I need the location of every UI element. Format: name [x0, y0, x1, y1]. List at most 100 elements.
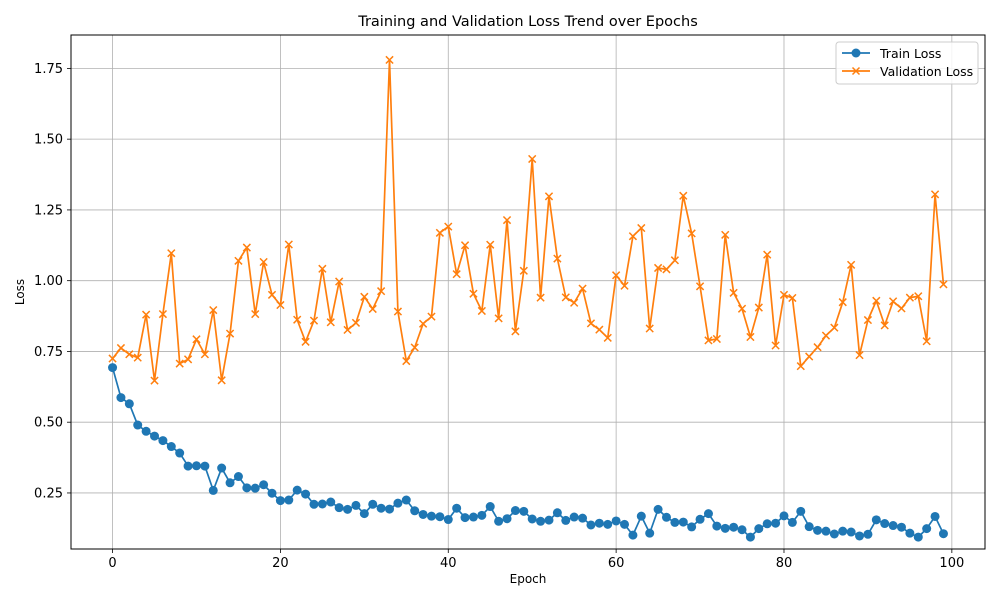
- validation-loss-line: [111, 59, 945, 382]
- validation-loss-point: [805, 352, 814, 361]
- validation-loss-point: [108, 354, 117, 363]
- x-tick-label: 0: [108, 556, 116, 571]
- validation-loss-point: [872, 296, 881, 305]
- validation-loss-point: [335, 277, 344, 286]
- train-loss-point: [477, 510, 487, 520]
- validation-loss-point: [905, 293, 915, 302]
- validation-loss-point: [418, 319, 428, 328]
- validation-loss-point: [326, 318, 335, 327]
- train-loss-point: [267, 488, 277, 498]
- validation-loss-point: [754, 303, 763, 312]
- train-loss-point: [578, 513, 588, 523]
- validation-loss-point: [368, 304, 377, 314]
- train-loss-point: [343, 504, 353, 514]
- validation-loss-point: [444, 222, 453, 231]
- train-loss-point: [813, 525, 823, 535]
- train-loss-point: [150, 431, 160, 441]
- train-loss-point: [275, 496, 285, 506]
- train-loss-point: [536, 516, 546, 526]
- train-loss-point: [896, 522, 906, 532]
- validation-loss-point: [695, 282, 705, 291]
- y-tick-label: 1.75: [34, 62, 63, 77]
- train-loss-point: [191, 461, 201, 471]
- train-loss-point: [334, 503, 344, 513]
- y-tick-label: 1.00: [34, 274, 63, 289]
- validation-loss-point: [200, 350, 209, 359]
- validation-loss-point: [914, 292, 923, 301]
- train-loss-point: [116, 393, 126, 403]
- validation-loss-point: [628, 232, 638, 241]
- train-loss-point: [376, 503, 386, 513]
- train-loss-point: [426, 511, 436, 521]
- plot-frame: [70, 34, 986, 550]
- validation-loss-series: [108, 55, 948, 385]
- train-loss-point: [712, 521, 722, 531]
- train-loss-point: [594, 518, 604, 528]
- train-loss-point: [871, 515, 881, 525]
- train-loss-point: [124, 399, 134, 409]
- train-loss-point: [217, 463, 227, 473]
- validation-loss-point: [897, 304, 906, 313]
- train-loss-point: [670, 517, 680, 527]
- train-loss-point: [569, 512, 579, 522]
- train-loss-point: [863, 529, 873, 539]
- y-tick-label: 0.75: [34, 345, 63, 360]
- train-loss-point: [502, 514, 512, 524]
- validation-loss-point: [746, 332, 755, 342]
- validation-loss-point: [595, 325, 604, 334]
- validation-loss-point: [477, 306, 486, 316]
- train-loss-point: [460, 513, 470, 523]
- train-loss-point: [443, 515, 453, 525]
- train-loss-point: [233, 472, 243, 482]
- x-tick-label: 80: [776, 556, 793, 571]
- train-loss-point: [435, 512, 445, 522]
- validation-loss-point: [670, 256, 680, 265]
- train-loss-point: [687, 522, 697, 532]
- train-loss-point: [695, 514, 705, 524]
- legend: Train Loss Validation Loss: [835, 41, 979, 85]
- x-tick-label: 100: [939, 556, 964, 571]
- train-loss-point: [133, 420, 143, 430]
- validation-loss-point: [259, 257, 268, 267]
- validation-loss-point: [847, 260, 856, 269]
- train-loss-point: [913, 532, 923, 542]
- legend-train-marker: [851, 48, 861, 58]
- train-loss-point: [821, 526, 831, 536]
- train-loss-point: [653, 504, 663, 514]
- train-loss-point: [636, 511, 646, 521]
- validation-loss-point: [276, 300, 285, 310]
- validation-loss-point: [637, 223, 646, 233]
- train-loss-point: [745, 532, 755, 542]
- train-loss-point: [393, 498, 403, 508]
- validation-loss-point: [922, 337, 931, 346]
- train-loss-series: [108, 363, 948, 542]
- validation-loss-point: [351, 318, 361, 327]
- validation-loss-point: [158, 309, 168, 319]
- validation-loss-point: [284, 240, 293, 249]
- validation-loss-point: [293, 315, 302, 324]
- train-loss-point: [401, 495, 411, 505]
- train-loss-point: [838, 526, 848, 536]
- train-loss-point: [880, 519, 890, 529]
- train-loss-point: [527, 514, 537, 524]
- validation-loss-point: [225, 329, 235, 338]
- train-loss-point: [603, 519, 613, 529]
- train-loss-point: [250, 483, 260, 493]
- train-loss-point: [317, 499, 327, 509]
- train-loss-point: [485, 502, 495, 512]
- validation-loss-point: [578, 284, 587, 293]
- validation-loss-point: [393, 307, 403, 316]
- validation-loss-point: [511, 327, 520, 336]
- validation-loss-point: [528, 154, 537, 164]
- validation-loss-point: [217, 376, 226, 385]
- validation-loss-point: [779, 290, 789, 299]
- validation-loss-point: [385, 55, 394, 65]
- validation-loss-point: [301, 337, 310, 346]
- train-loss-point: [678, 517, 688, 527]
- train-loss-point: [628, 530, 638, 540]
- train-loss-point: [552, 508, 562, 518]
- train-loss-point: [200, 461, 210, 471]
- validation-loss-point: [125, 350, 134, 359]
- y-axis-label: Loss: [13, 279, 27, 305]
- train-loss-point: [888, 521, 898, 531]
